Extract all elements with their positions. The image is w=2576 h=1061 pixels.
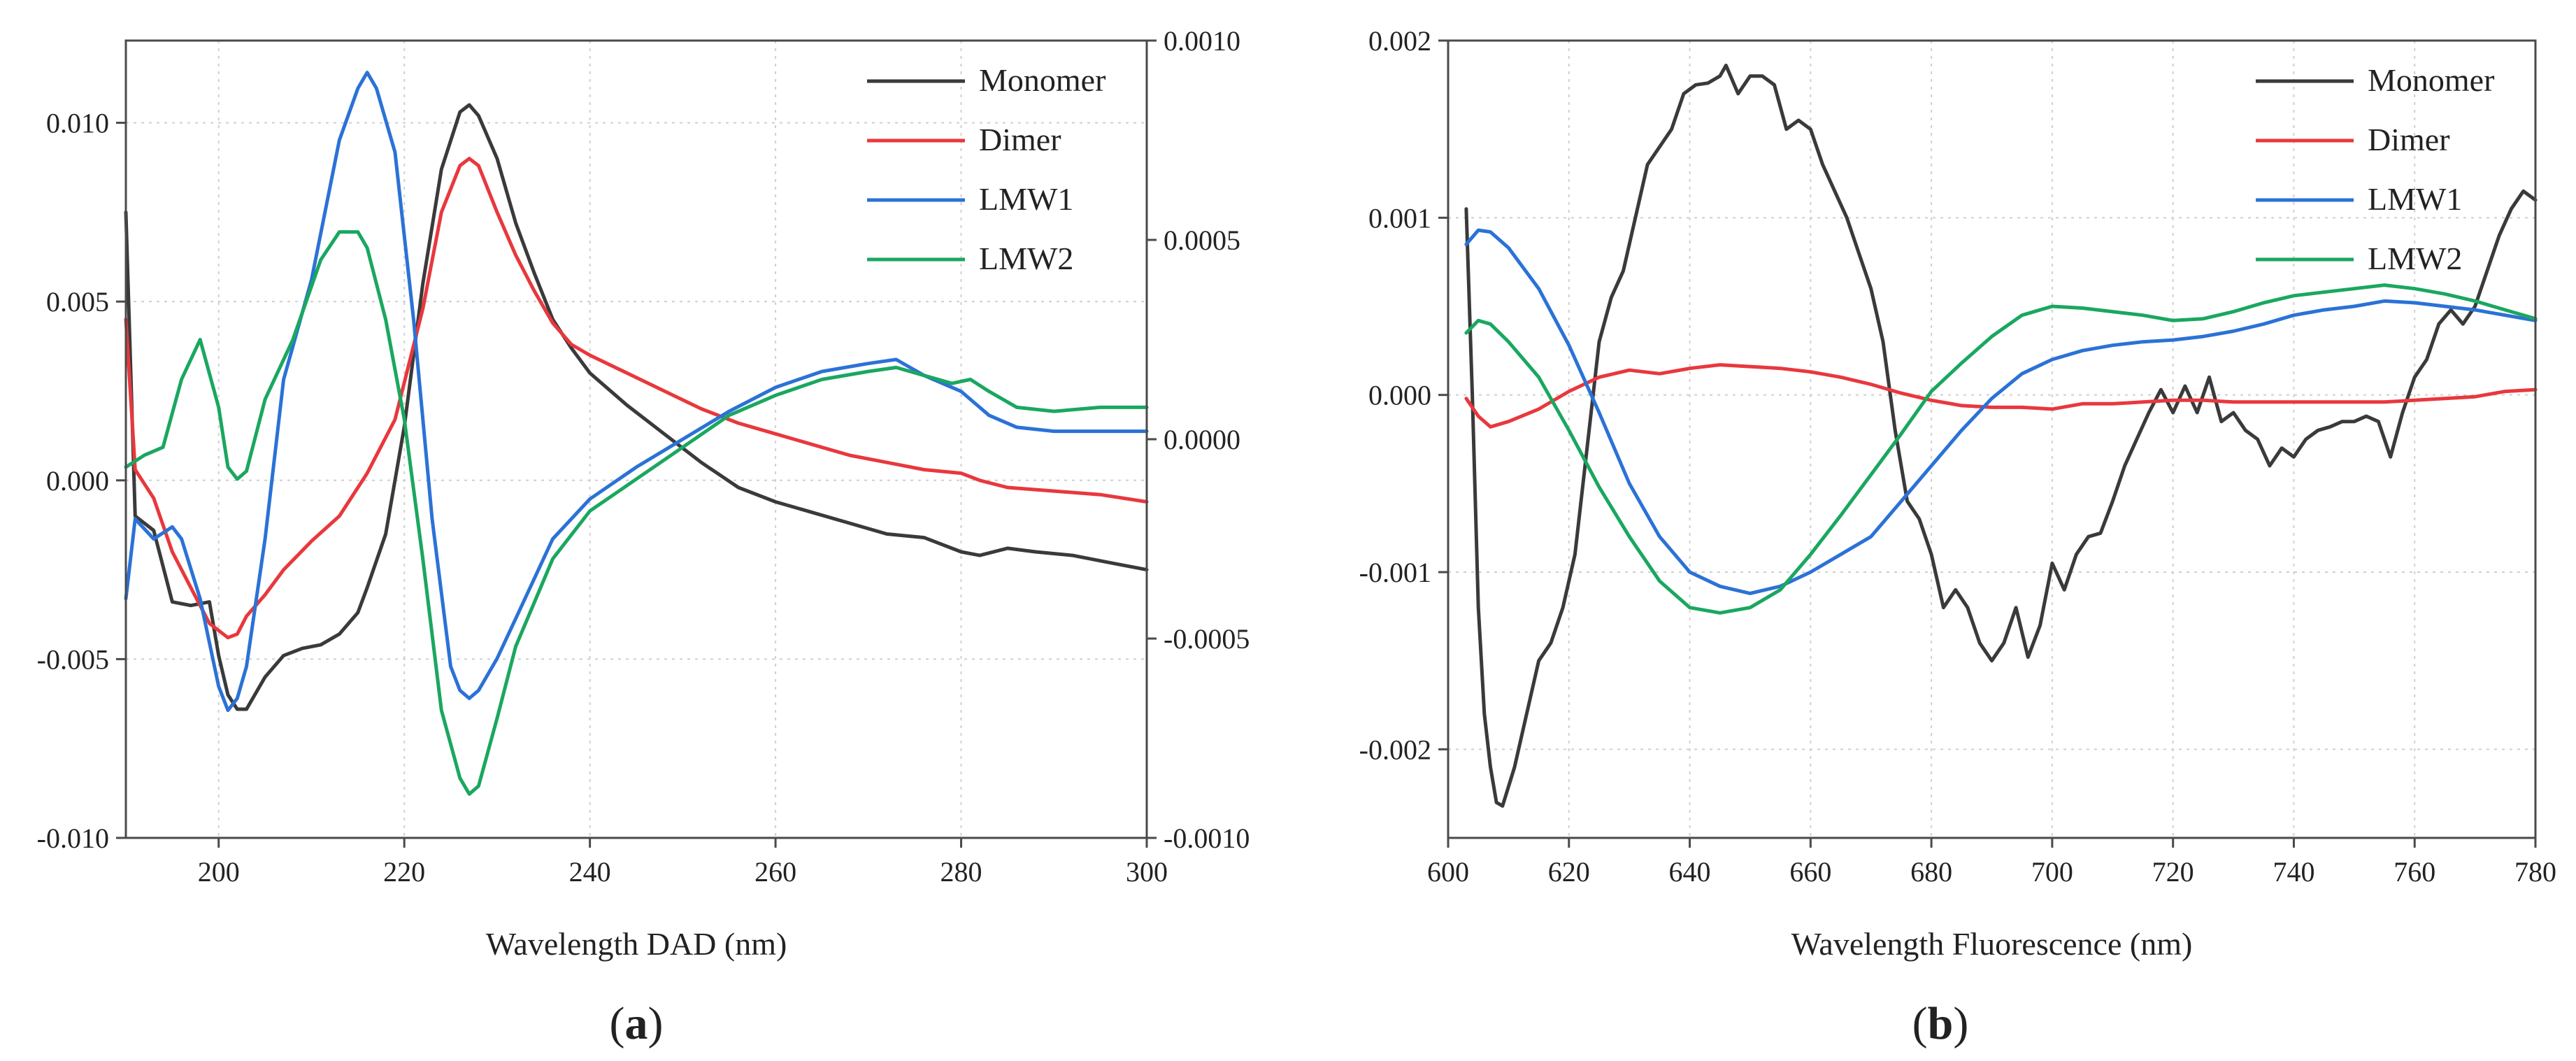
y-tick-label: 0.002	[1368, 25, 1431, 57]
legend-label-monomer: Monomer	[979, 62, 1105, 98]
y-tick-label: -0.002	[1359, 734, 1431, 765]
y2-tick-label: 0.0005	[1164, 225, 1240, 256]
series-line-lmw2	[1464, 283, 2538, 615]
y-tick-label: 0.000	[46, 465, 109, 497]
legend: Monomer Dimer LMW1 LMW2	[2256, 62, 2494, 276]
x-axis-title: Wavelength DAD (nm)	[486, 926, 787, 962]
y2-tick-label: -0.0010	[1164, 823, 1250, 854]
x-tick-label: 280	[940, 856, 982, 888]
legend-label-monomer: Monomer	[2368, 62, 2494, 98]
panel-label-close: )	[648, 998, 664, 1049]
y2-tick-label: -0.0005	[1164, 623, 1250, 655]
panel-label-open: (	[1912, 998, 1928, 1049]
plot-frame	[124, 39, 1148, 839]
x-tick-label: 740	[2273, 856, 2314, 888]
panel-label: (b)	[1912, 998, 1969, 1049]
x-tick-label: 240	[569, 856, 611, 888]
series-line-lmw1	[1464, 228, 2538, 595]
legend: Monomer Dimer LMW1 LMW2	[867, 62, 1105, 276]
legend-label-dimer: Dimer	[979, 122, 1061, 157]
x-tick-label: 200	[198, 856, 240, 888]
plot-frame	[1447, 39, 2537, 839]
y-tick-label: 0.005	[46, 286, 109, 318]
panel-label-letter: a	[625, 998, 648, 1049]
legend-label-dimer: Dimer	[2368, 122, 2450, 157]
x-tick-label: 260	[754, 856, 796, 888]
y-tick-label: -0.005	[37, 643, 109, 675]
y2-tick-label: 0.0010	[1164, 25, 1240, 57]
series-line-monomer	[1464, 64, 2538, 808]
series-line-dimer	[1464, 363, 2538, 429]
panel-label: (a)	[610, 998, 664, 1049]
x-tick-label: 640	[1669, 856, 1711, 888]
legend-label-lmw1: LMW1	[2368, 181, 2462, 217]
panel-label-letter: b	[1928, 998, 1954, 1049]
x-tick-label: 620	[1548, 856, 1590, 888]
legend-label-lmw1: LMW1	[979, 181, 1073, 217]
y2-tick-label: 0.0000	[1164, 424, 1240, 455]
y-tick-label: 0.010	[46, 108, 109, 139]
chart-panel-a: 200 220 240 260 280 300 0.010 0.005 0.000 -0.005 -…	[37, 25, 1250, 1049]
x-tick-label: 700	[2031, 856, 2073, 888]
series-line-lmw2	[124, 230, 1149, 796]
y-tick-label: -0.001	[1359, 557, 1431, 588]
y-tick-label: 0.001	[1368, 202, 1431, 234]
legend-label-lmw2: LMW2	[2368, 241, 2462, 276]
x-tick-label: 660	[1789, 856, 1831, 888]
x-tick-label: 680	[1910, 856, 1952, 888]
chart-panel-b: 600 620 640 660 680 700 720 740 760 780 0.002 0.001…	[1359, 25, 2556, 1049]
x-tick-label: 220	[383, 856, 425, 888]
x-axis-title: Wavelength Fluorescence (nm)	[1791, 926, 2193, 962]
series-line-lmw1	[124, 71, 1149, 713]
panel-label-open: (	[610, 998, 625, 1049]
x-tick-label: 720	[2152, 856, 2194, 888]
y-tick-label: -0.010	[37, 823, 109, 854]
x-tick-label: 600	[1427, 856, 1469, 888]
x-tick-label: 300	[1126, 856, 1168, 888]
x-tick-label: 780	[2514, 856, 2556, 888]
legend-label-lmw2: LMW2	[979, 241, 1073, 276]
series-line-dimer	[124, 157, 1149, 640]
y-tick-label: 0.000	[1368, 380, 1431, 411]
panel-label-close: )	[1953, 998, 1968, 1049]
x-tick-label: 760	[2393, 856, 2435, 888]
